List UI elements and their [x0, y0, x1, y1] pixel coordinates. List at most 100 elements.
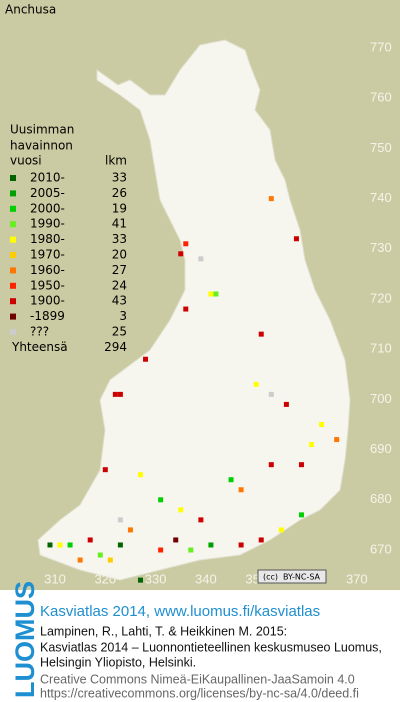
legend-label: 1970- [30, 248, 65, 262]
species-name: Anchusa [5, 3, 56, 17]
total-count: 294 [104, 340, 127, 354]
legend: 2010- 33 2005- 26 2000- 19 1990- 41 1980- 33 1970-… [10, 171, 127, 354]
northing-label: 720 [370, 290, 392, 305]
citation: Helsingin Yliopisto, Helsinki. [40, 655, 196, 669]
occurrence-square [158, 547, 164, 553]
footer-heading: Kasviatlas 2014, www.luomus.fi/kasviatla… [40, 603, 320, 620]
occurrence-square [293, 236, 299, 242]
legend-label: 1960- [30, 263, 65, 277]
occurrence-square [67, 542, 73, 548]
logo: LUOMUS [10, 581, 40, 698]
legend-count: 19 [112, 201, 127, 215]
legend-count: 41 [112, 217, 127, 231]
legend-count: 33 [112, 232, 127, 246]
legend-swatch [10, 267, 16, 274]
northing-label: 770 [370, 39, 392, 54]
cc-badge: (cc) BY-NC-SA [257, 569, 327, 584]
legend-swatch [10, 329, 16, 335]
legend-label: 1990- [30, 217, 65, 231]
occurrence-square [213, 291, 219, 297]
easting-label: 340 [195, 571, 217, 586]
occurrence-square [253, 381, 259, 387]
occurrence-square [97, 552, 103, 558]
northing-label: 670 [370, 541, 392, 556]
occurrence-square [158, 497, 164, 503]
occurrence-square [258, 537, 264, 543]
legend-count: 26 [112, 186, 127, 200]
occurrence-square [309, 442, 315, 448]
occurrence-square [208, 291, 214, 297]
legend-heading: havainnon [10, 139, 73, 153]
legend-label: ??? [30, 325, 49, 339]
occurrence-square [87, 537, 93, 543]
license: Creative Commons Nimeä-EiKaupallinen-Jaa… [40, 672, 355, 686]
occurrence-square [117, 542, 123, 548]
occurrence-square [183, 241, 189, 247]
northing-label: 700 [370, 391, 392, 406]
occurrence-square [112, 391, 118, 397]
legend-count: 27 [112, 263, 127, 277]
occurrence-square [138, 577, 144, 583]
legend-count: 43 [112, 294, 127, 308]
legend-count: 33 [112, 171, 127, 185]
occurrence-square [298, 462, 304, 468]
legend-swatch [10, 298, 16, 305]
occurrence-square [258, 331, 264, 337]
cc-icon: (cc) [263, 573, 278, 582]
citation: Kasviatlas 2014 – Luonnontieteellinen ke… [40, 640, 382, 654]
legend-swatch [10, 282, 16, 289]
occurrence-square [188, 547, 194, 553]
northing-label: 760 [370, 90, 392, 105]
legend-label: 2000- [30, 201, 65, 215]
legend-swatch [10, 221, 16, 228]
occurrence-square [117, 517, 123, 523]
legend-label: 2005- [30, 186, 65, 200]
legend-swatch [10, 190, 16, 197]
occurrence-square [268, 462, 274, 468]
occurrence-square [178, 251, 184, 257]
occurrence-square [319, 422, 325, 427]
occurrence-square [283, 401, 289, 407]
occurrence-square [268, 391, 274, 397]
occurrence-square [178, 507, 184, 513]
occurrence-square [143, 356, 149, 362]
observation-squares [47, 196, 340, 583]
occurrence-square [138, 472, 144, 478]
occurrence-square [47, 542, 53, 548]
occurrence-square [77, 557, 83, 563]
occurrence-square [102, 467, 108, 473]
northing-label: 680 [370, 491, 392, 506]
northing-label: 710 [370, 341, 392, 356]
legend-label: 1980- [30, 232, 65, 246]
northing-label: 740 [370, 190, 392, 205]
easting-label: 310 [44, 571, 66, 586]
legend-label: 1900- [30, 294, 65, 308]
occurrence-square [278, 527, 284, 533]
occurrence-square [173, 537, 179, 543]
legend-count: 20 [112, 248, 127, 262]
occurrence-square [334, 437, 340, 443]
occurrence-square [268, 196, 274, 202]
occurrence-square [238, 487, 244, 493]
legend-count: 3 [119, 309, 127, 323]
occurrence-square [117, 391, 123, 397]
finland-outline [37, 39, 351, 581]
occurrence-square [57, 542, 63, 548]
occurrence-square [183, 306, 189, 312]
legend-label: 1950- [30, 278, 65, 292]
legend-swatch [10, 313, 16, 320]
occurrence-square [228, 477, 234, 483]
legend-swatch [10, 252, 16, 258]
occurrence-square [127, 527, 133, 533]
easting-label: 370 [346, 571, 368, 586]
legend-label: 2010- [30, 171, 65, 185]
occurrence-square [238, 542, 244, 548]
northing-label: 750 [370, 140, 392, 155]
legend-heading: vuosi [10, 154, 42, 168]
occurrence-square [298, 512, 304, 518]
legend-count-header: lkm [105, 154, 127, 168]
legend-count: 24 [112, 278, 127, 292]
cc-license: BY-NC-SA [283, 573, 321, 582]
